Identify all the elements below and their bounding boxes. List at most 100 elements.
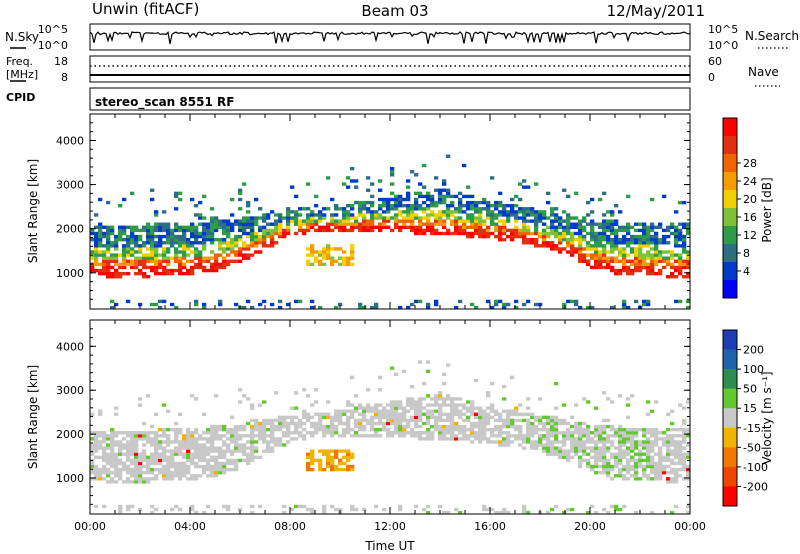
heatmap-cell: [302, 222, 307, 226]
heatmap-cell: [106, 268, 111, 273]
heatmap-cell: [530, 213, 535, 217]
heatmap-cell: [310, 421, 315, 426]
heatmap-cell: [470, 216, 475, 220]
heatmap-cell: [566, 244, 571, 248]
heatmap-cell: [358, 424, 363, 429]
heatmap-cell: [426, 302, 431, 307]
heatmap-cell: [222, 250, 227, 254]
heatmap-cell: [110, 431, 115, 435]
heatmap-cell: [602, 418, 607, 423]
heatmap-cell: [366, 228, 371, 233]
heatmap-cell: [438, 403, 443, 407]
heatmap-cell: [490, 440, 495, 444]
heatmap-cell: [118, 204, 123, 208]
heatmap-cell: [658, 452, 663, 456]
heatmap-cell: [618, 250, 623, 254]
heatmap-cell: [418, 431, 423, 435]
heatmap-cell: [466, 418, 471, 423]
heatmap-cell: [342, 259, 347, 263]
heatmap-cell: [654, 470, 659, 475]
heatmap-cell: [326, 458, 331, 463]
freq-label: Freq.: [6, 55, 33, 68]
heatmap-cell: [250, 228, 255, 233]
heatmap-cell: [234, 467, 239, 472]
heatmap-cell: [114, 247, 119, 251]
heatmap-cell: [94, 455, 99, 459]
heatmap-cell: [578, 244, 583, 248]
heatmap-cell: [562, 403, 567, 407]
heatmap-cell: [414, 299, 419, 304]
heatmap-cell: [378, 216, 383, 220]
heatmap-cell: [346, 452, 351, 456]
heatmap-cell: [506, 228, 511, 233]
heatmap-cell: [146, 228, 151, 233]
heatmap-cell: [162, 458, 167, 463]
heatmap-cell: [206, 504, 211, 509]
heatmap-cell: [454, 421, 459, 426]
heatmap-cell: [510, 213, 515, 217]
heatmap-cell: [594, 241, 599, 245]
heatmap-cell: [262, 213, 267, 217]
heatmap-cell: [394, 421, 399, 426]
heatmap-cell: [346, 219, 351, 223]
heatmap-cell: [110, 480, 115, 484]
heatmap-cell: [110, 225, 115, 230]
heatmap-cell: [218, 244, 223, 248]
heatmap-cell: [210, 440, 215, 444]
heatmap-cell: [674, 470, 679, 475]
heatmap-cell: [374, 427, 379, 432]
heatmap-cell: [94, 256, 99, 260]
heatmap-cell: [114, 412, 119, 416]
heatmap-cell: [186, 464, 191, 469]
heatmap-cell: [490, 415, 495, 420]
heatmap-cell: [210, 250, 215, 254]
heatmap-cell: [138, 455, 143, 459]
heatmap-cell: [670, 231, 675, 236]
heatmap-cell: [590, 449, 595, 453]
heatmap-cell: [374, 403, 379, 407]
heatmap-cell: [390, 216, 395, 220]
heatmap-cell: [630, 225, 635, 230]
heatmap-cell: [562, 418, 567, 423]
heatmap-cell: [162, 253, 167, 257]
heatmap-cell: [238, 188, 243, 192]
heatmap-cell: [610, 250, 615, 254]
heatmap-cell: [338, 461, 343, 466]
heatmap-cell: [162, 455, 167, 459]
heatmap-cell: [474, 421, 479, 426]
heatmap-cell: [674, 455, 679, 459]
heatmap-cell: [338, 262, 343, 267]
heatmap-cell: [218, 461, 223, 466]
heatmap-cell: [234, 253, 239, 257]
heatmap-cell: [474, 225, 479, 230]
heatmap-cell: [306, 455, 311, 459]
heatmap-cell: [138, 256, 143, 260]
heatmap-cell: [366, 406, 371, 410]
heatmap-cell: [606, 461, 611, 466]
heatmap-cell: [202, 222, 207, 226]
heatmap-cell: [382, 409, 387, 413]
heatmap-cell: [590, 446, 595, 450]
heatmap-cell: [110, 275, 115, 279]
heatmap-cell: [610, 241, 615, 245]
heatmap-cell: [162, 452, 167, 456]
heatmap-cell: [386, 216, 391, 220]
heatmap-cell: [166, 458, 171, 463]
heatmap-cell: [574, 216, 579, 220]
heatmap-cell: [362, 409, 367, 413]
heatmap-cell: [266, 213, 271, 217]
heatmap-cell: [410, 302, 415, 307]
heatmap-cell: [202, 452, 207, 456]
heatmap-cell: [142, 262, 147, 267]
heatmap-cell: [142, 434, 147, 438]
heatmap-cell: [518, 437, 523, 441]
heatmap-cell: [678, 452, 683, 456]
heatmap-cell: [170, 452, 175, 456]
heatmap-cell: [394, 400, 399, 404]
heatmap-cell: [258, 427, 263, 432]
heatmap-cell: [506, 437, 511, 441]
heatmap-cell: [118, 262, 123, 267]
heatmap-cell: [290, 437, 295, 441]
heatmap-cell: [394, 222, 399, 226]
